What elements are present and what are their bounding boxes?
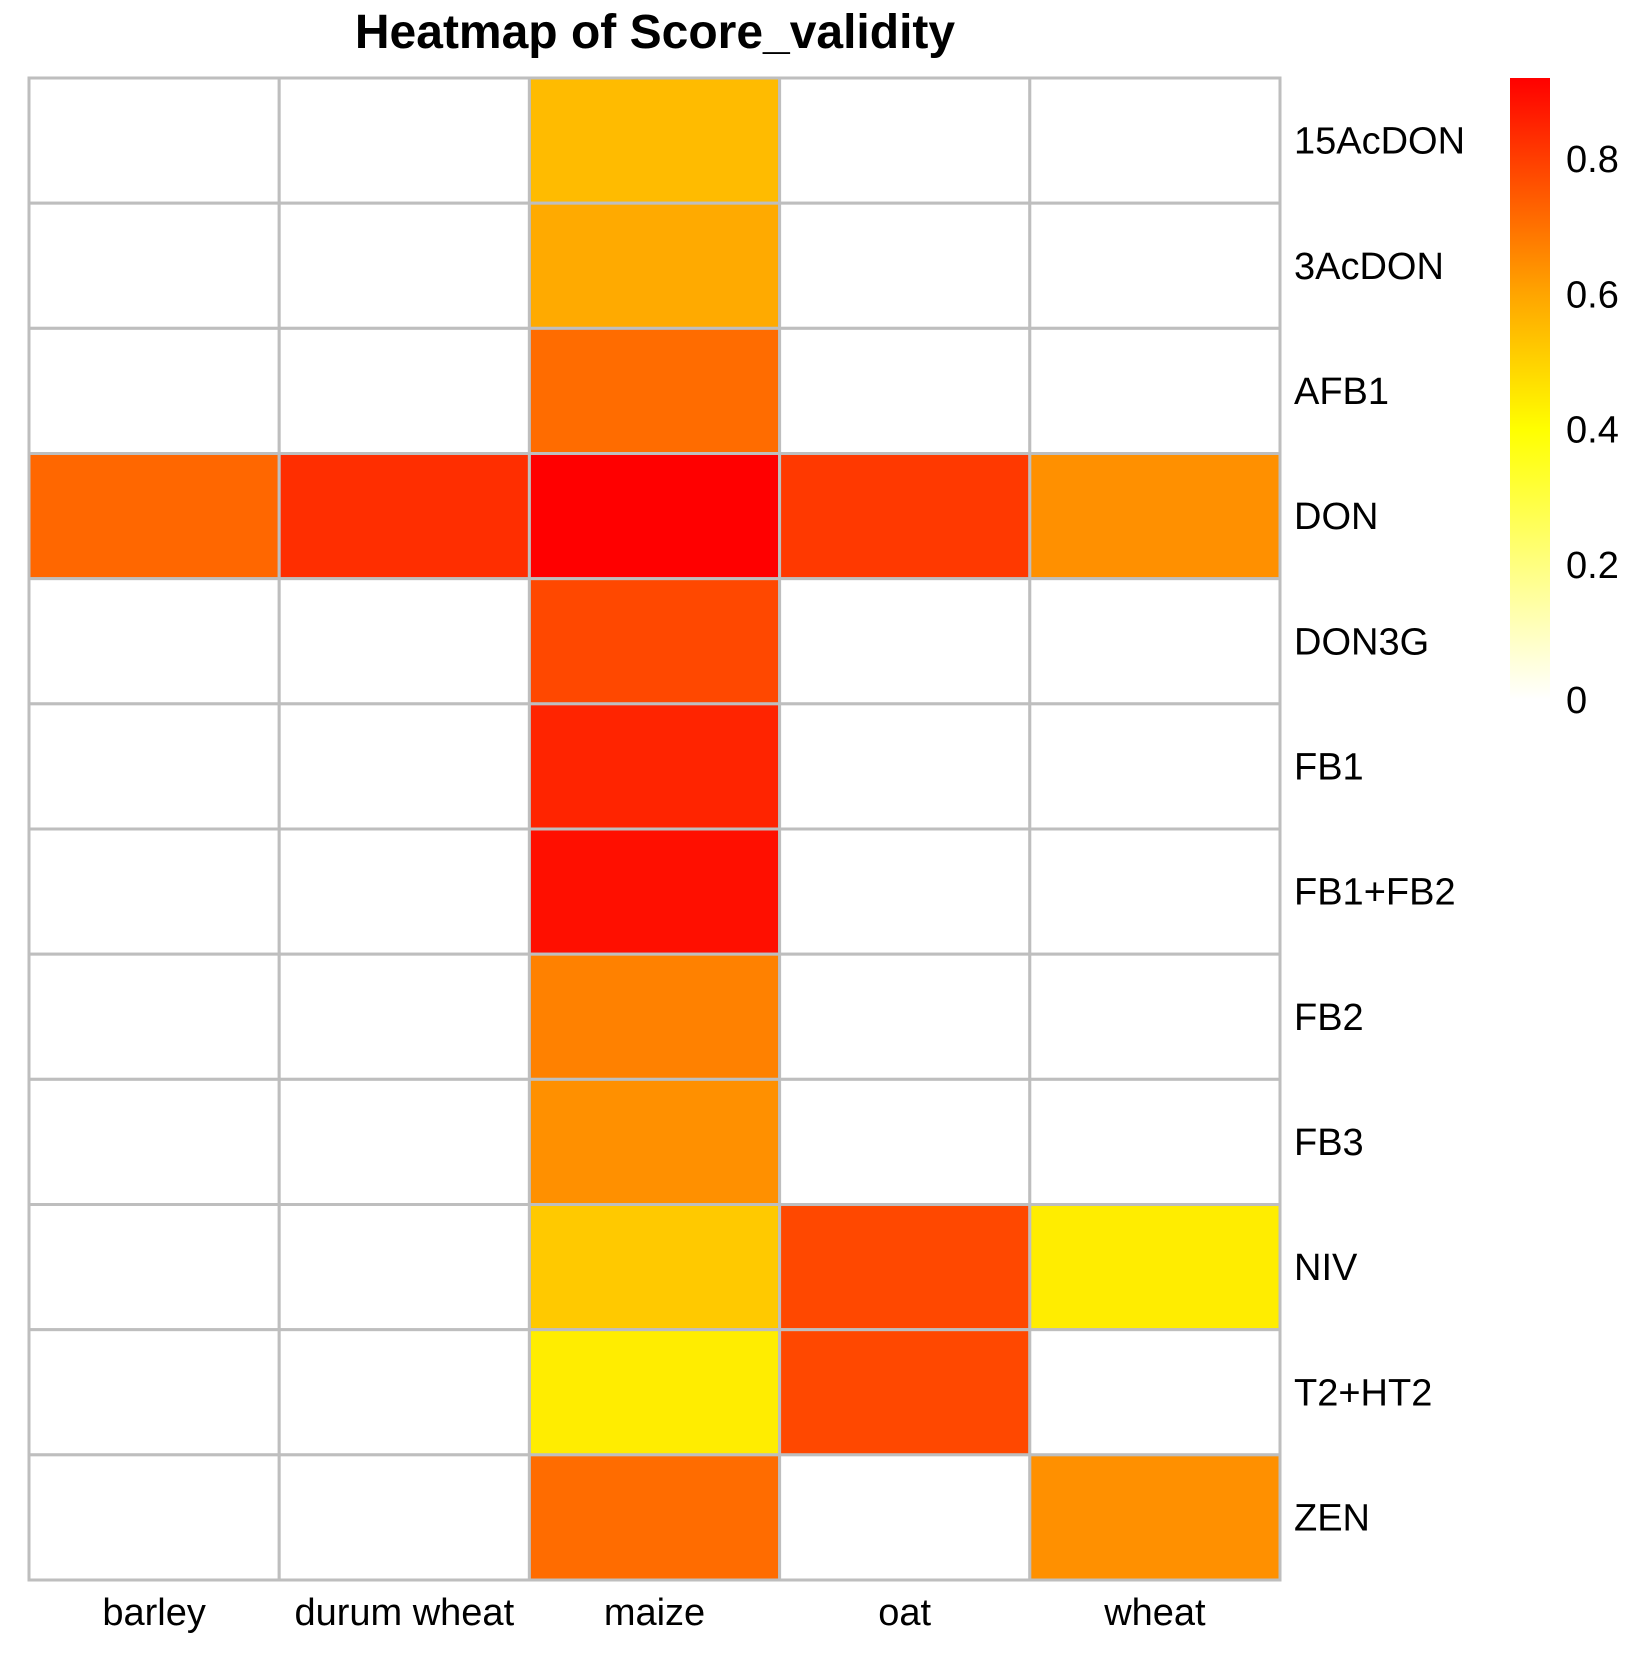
heatmap-cell (27, 1203, 281, 1332)
heatmap-cell (27, 952, 281, 1081)
legend-tick-label: 0.6 (1566, 274, 1619, 316)
heatmap-cell (1028, 76, 1282, 205)
heatmap-cell (527, 76, 782, 205)
row-label: FB2 (1294, 997, 1364, 1039)
column-label: wheat (1103, 1592, 1206, 1634)
heatmap-cell (27, 827, 281, 956)
heatmap-cell (277, 201, 531, 330)
heatmap-cell (277, 702, 531, 831)
heatmap-cell (527, 1077, 782, 1207)
row-label: FB3 (1294, 1122, 1364, 1164)
heatmap-cell (778, 452, 1032, 581)
heatmap-cell (277, 827, 531, 956)
heatmap-cell (1028, 577, 1282, 706)
heatmap-cell (1028, 952, 1282, 1081)
heatmap-cell (1028, 1328, 1282, 1457)
column-label: maize (604, 1592, 705, 1634)
legend-tick-label: 0.4 (1566, 410, 1619, 452)
heatmap-cell (778, 326, 1032, 456)
legend-colorbar (1510, 78, 1550, 700)
heatmap-cell (27, 1328, 281, 1457)
heatmap-cell (527, 452, 782, 581)
heatmap-cell (527, 1328, 782, 1457)
heatmap-cell (527, 201, 782, 330)
chart-title: Heatmap of Score_validity (355, 6, 956, 59)
heatmap-cell (1028, 1453, 1282, 1582)
heatmap-cell (27, 452, 281, 581)
row-label: FB1+FB2 (1294, 872, 1456, 914)
heatmap-cell (27, 577, 281, 706)
heatmap-cell (527, 326, 782, 456)
heatmap-cell (527, 827, 782, 956)
heatmap-cell (778, 201, 1032, 330)
heatmap-cell (778, 702, 1032, 831)
row-labels: 15AcDON 3AcDON AFB1 DON DON3G FB1 FB1+FB2 FB2 FB… (1294, 121, 1465, 1540)
legend-tick-label: 0.2 (1566, 545, 1619, 587)
legend-tick-label: 0.8 (1566, 139, 1619, 181)
row-label: T2+HT2 (1294, 1372, 1432, 1414)
heatmap-cell (27, 702, 281, 831)
heatmap-cell (778, 952, 1032, 1081)
heatmap-cell (1028, 1203, 1282, 1332)
heatmap-cell (277, 1453, 531, 1582)
heatmap-cells (27, 76, 1282, 1582)
heatmap-cell (778, 76, 1032, 205)
heatmap-cell (1028, 452, 1282, 581)
column-label: durum wheat (294, 1592, 514, 1634)
legend-ticks: 0 0.2 0.4 0.6 0.8 (1566, 139, 1619, 722)
row-label: 15AcDON (1294, 121, 1465, 163)
row-label: FB1 (1294, 746, 1364, 788)
heatmap-cell (27, 76, 281, 205)
heatmap-cell (527, 952, 782, 1081)
heatmap-cell (27, 201, 281, 330)
heatmap-cell (277, 952, 531, 1081)
legend-tick-label: 0 (1566, 680, 1587, 722)
heatmap-cell (778, 577, 1032, 706)
row-label: DON3G (1294, 621, 1429, 663)
heatmap-cell (27, 326, 281, 456)
heatmap-cell (1028, 702, 1282, 831)
heatmap-cell (1028, 326, 1282, 456)
heatmap-cell (778, 1077, 1032, 1207)
heatmap-cell (277, 1077, 531, 1207)
column-label: barley (102, 1592, 206, 1634)
heatmap-cell (277, 577, 531, 706)
row-label: 3AcDON (1294, 246, 1444, 288)
heatmap-cell (527, 1453, 782, 1582)
heatmap-cell (277, 1328, 531, 1457)
color-legend: 0 0.2 0.4 0.6 0.8 (1510, 78, 1619, 722)
heatmap-cell (527, 702, 782, 831)
heatmap-cell (1028, 201, 1282, 330)
row-label: ZEN (1294, 1497, 1370, 1539)
heatmap-cell (527, 1203, 782, 1332)
heatmap-cell (277, 326, 531, 456)
heatmap-cell (778, 1453, 1032, 1582)
heatmap-cell (277, 452, 531, 581)
row-label: DON (1294, 496, 1378, 538)
row-label: NIV (1294, 1247, 1358, 1289)
heatmap-cell (277, 1203, 531, 1332)
heatmap-cell (778, 827, 1032, 956)
heatmap-cell (778, 1328, 1032, 1457)
column-labels: barley durum wheat maize oat wheat (102, 1592, 1206, 1634)
heatmap-cell (1028, 827, 1282, 956)
heatmap-cell (1028, 1077, 1282, 1207)
column-label: oat (878, 1592, 931, 1634)
heatmap-cell (277, 76, 531, 205)
heatmap-cell (527, 577, 782, 706)
row-label: AFB1 (1294, 371, 1389, 413)
heatmap-cell (27, 1453, 281, 1582)
heatmap-cell (27, 1077, 281, 1207)
heatmap-cell (778, 1203, 1032, 1332)
